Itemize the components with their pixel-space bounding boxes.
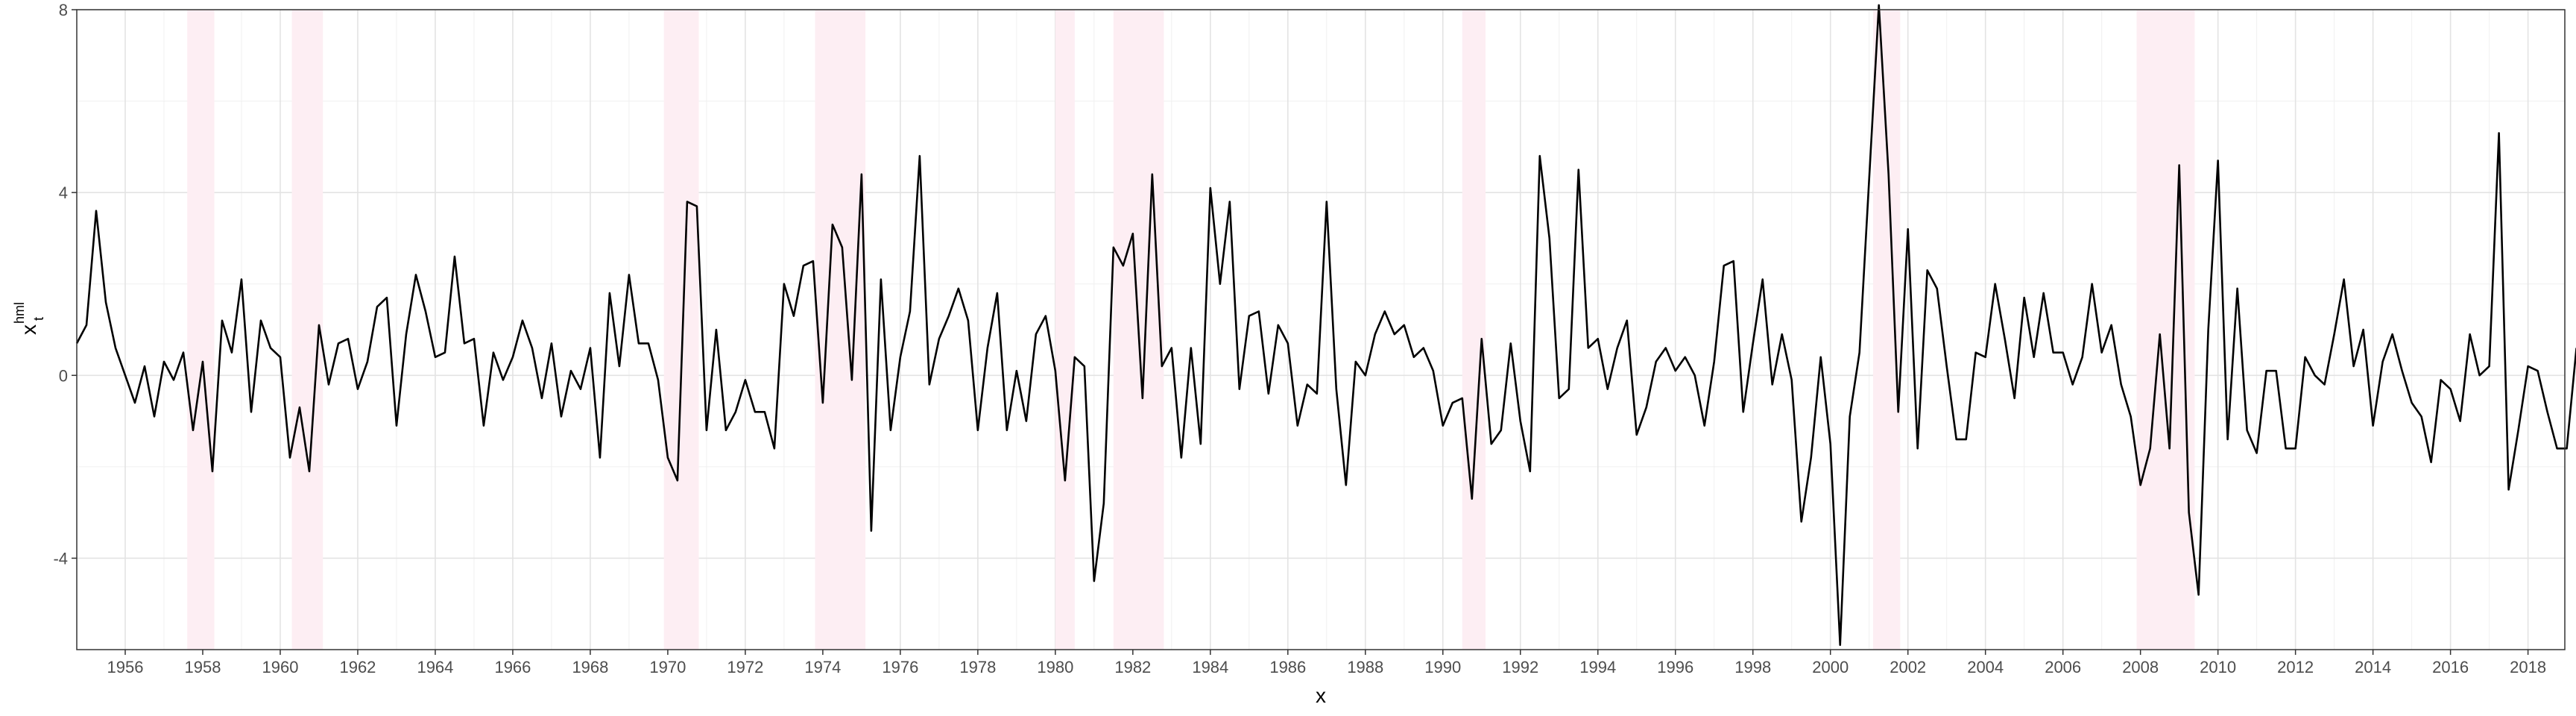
x-tick-label: 1978 xyxy=(959,658,996,676)
y-axis-title-base: x xyxy=(17,324,40,335)
x-tick-label: 1972 xyxy=(727,658,763,676)
x-tick-label: 1966 xyxy=(494,658,531,676)
x-tick-label: 2000 xyxy=(1812,658,1849,676)
recession-band xyxy=(1055,10,1075,650)
x-tick-label: 2010 xyxy=(2200,658,2236,676)
y-axis-ticks: -4 0 4 8 xyxy=(53,1,77,568)
x-tick-label: 2002 xyxy=(1890,658,1926,676)
x-tick-label: 1970 xyxy=(649,658,686,676)
recession-band xyxy=(1462,10,1486,650)
x-tick-label: 1982 xyxy=(1114,658,1151,676)
recession-band xyxy=(1872,10,1901,650)
x-tick-label: 2006 xyxy=(2045,658,2081,676)
x-tick-label: 1988 xyxy=(1347,658,1383,676)
x-tick-label: 2008 xyxy=(2122,658,2159,676)
x-tick-label: 2018 xyxy=(2510,658,2546,676)
x-tick-label: 1990 xyxy=(1424,658,1461,676)
y-tick-label: 0 xyxy=(59,366,68,385)
y-axis-title-superscript: hml xyxy=(12,302,27,324)
x-tick-label: 2016 xyxy=(2432,658,2469,676)
x-tick-label: 2012 xyxy=(2277,658,2314,676)
y-axis-title-subscript: t xyxy=(31,317,46,321)
x-tick-label: 1980 xyxy=(1037,658,1073,676)
x-tick-label: 1984 xyxy=(1192,658,1228,676)
plot-panel-border xyxy=(76,9,2566,650)
x-tick-label: 1962 xyxy=(339,658,376,676)
y-axis-title: x t hml xyxy=(12,302,46,335)
x-axis-ticks: 1956 1958 1960 1962 1964 1966 1968 1970 1972 1974… xyxy=(107,650,2546,676)
x-tick-label: 1974 xyxy=(804,658,841,676)
x-tick-label: 1958 xyxy=(185,658,221,676)
x-tick-label: 1998 xyxy=(1734,658,1771,676)
x-tick-label: 1976 xyxy=(882,658,918,676)
y-tick-label: 8 xyxy=(59,1,68,19)
y-tick-label: 4 xyxy=(59,183,68,202)
recession-band xyxy=(187,10,215,650)
x-tick-label: 1956 xyxy=(107,658,144,676)
x-tick-label: 1960 xyxy=(262,658,298,676)
x-tick-label: 1964 xyxy=(417,658,453,676)
x-tick-label: 1994 xyxy=(1579,658,1616,676)
recession-band xyxy=(663,10,699,650)
recession-shading xyxy=(187,10,2195,650)
x-tick-label: 2004 xyxy=(1967,658,2004,676)
recession-band xyxy=(2136,10,2195,650)
x-tick-label: 1968 xyxy=(572,658,608,676)
x-tick-label: 1992 xyxy=(1502,658,1538,676)
recession-band xyxy=(815,10,866,650)
minor-gridlines xyxy=(77,10,2565,650)
y-tick-label: -4 xyxy=(53,549,68,568)
series-line-hml xyxy=(75,4,2576,647)
x-axis-title: x xyxy=(1316,684,1326,707)
x-tick-label: 1986 xyxy=(1269,658,1306,676)
recession-band xyxy=(291,10,323,650)
x-tick-label: 1996 xyxy=(1657,658,1693,676)
x-tick-label: 2014 xyxy=(2355,658,2391,676)
